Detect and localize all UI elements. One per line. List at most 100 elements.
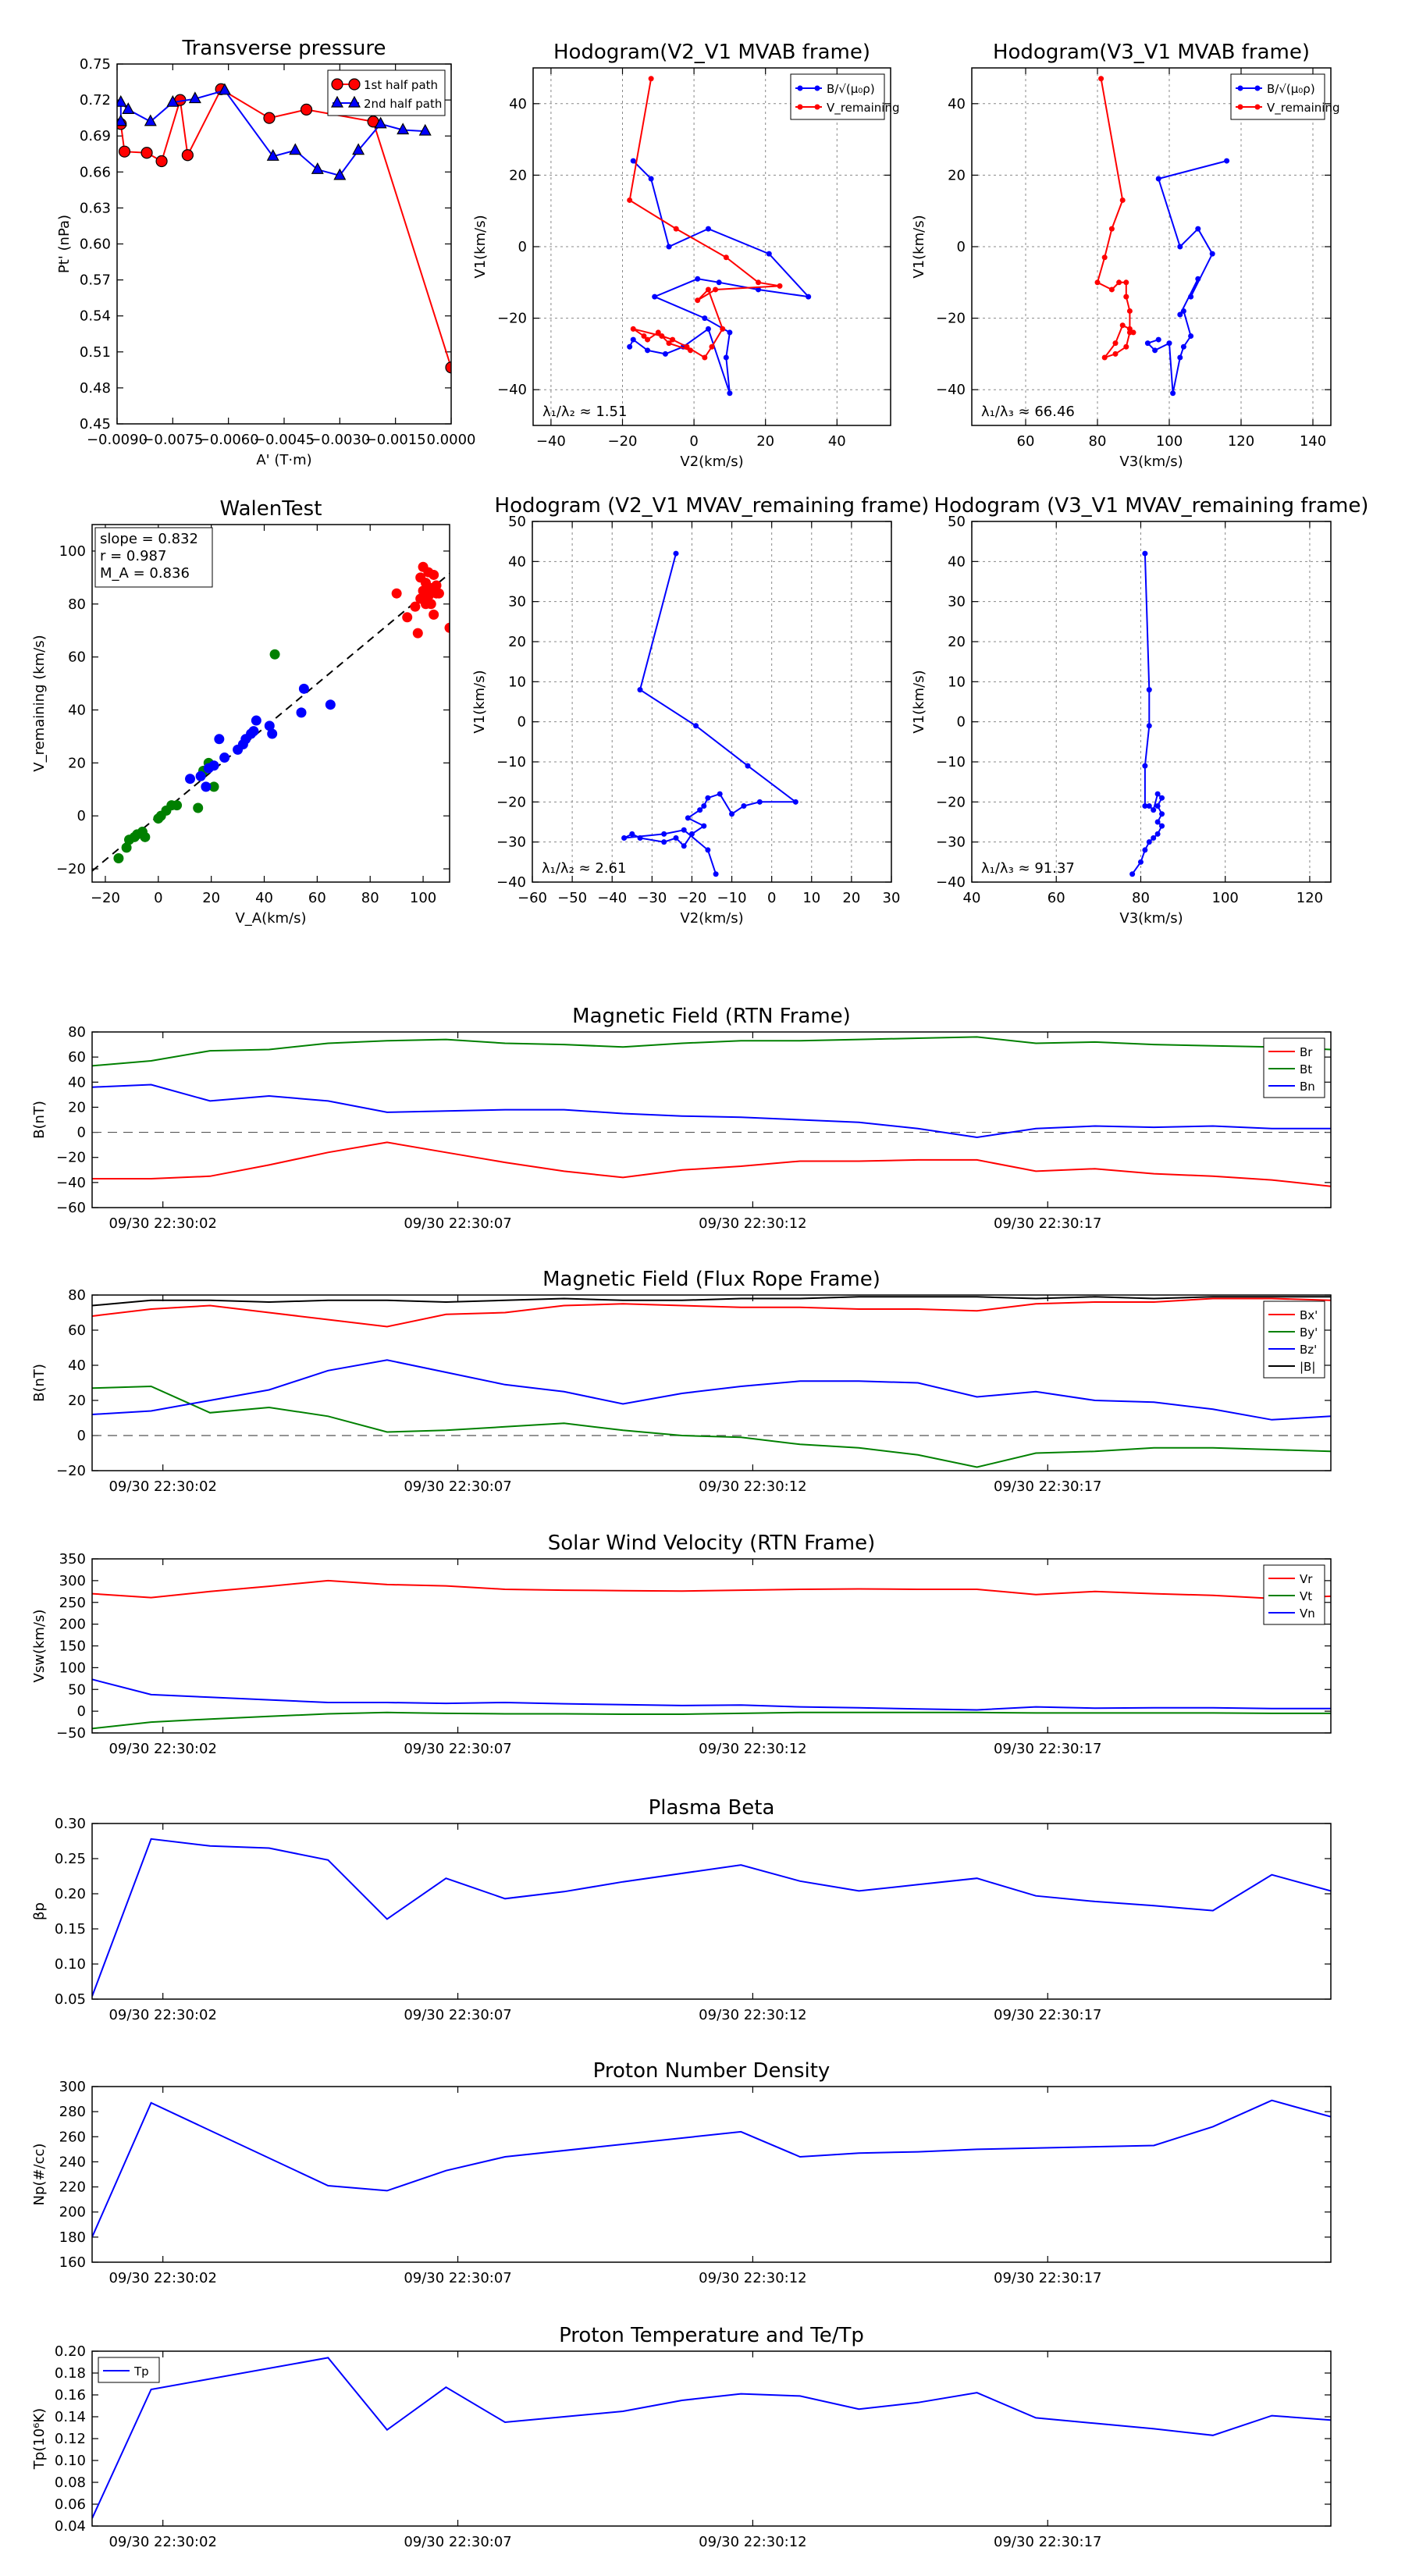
plot-frame — [971, 521, 1332, 883]
scatter-point — [140, 831, 151, 842]
data-point — [723, 354, 729, 361]
data-point — [661, 831, 667, 837]
data-point — [673, 835, 679, 841]
data-point — [716, 279, 722, 286]
series-line-B/√(μ₀ρ) — [628, 160, 811, 394]
data-point — [300, 103, 313, 116]
legend-label: V_remaining — [1267, 101, 1340, 116]
scatter-point — [429, 569, 439, 580]
chart-hodo_v3v1_mvab: Hodogram(V3_V1 MVAB frame) 60 80 100 120 140 −… — [911, 41, 1340, 470]
stats-box — [94, 527, 213, 588]
y-tick-label: 40 — [509, 96, 527, 112]
y-tick-label: −40 — [497, 382, 527, 398]
data-point — [1101, 254, 1108, 261]
y-tick-label: −20 — [496, 794, 526, 810]
y-tick-label: 0.54 — [80, 308, 111, 325]
x-tick-label: 100 — [410, 890, 436, 906]
legend-marker — [1254, 104, 1261, 110]
data-point — [745, 763, 751, 769]
y-tick-label: 60 — [68, 1049, 86, 1066]
x-tick-label: 09/30 22:30:02 — [108, 1215, 216, 1232]
data-point — [673, 226, 679, 232]
x-tick-label: 0 — [767, 890, 776, 906]
data-point — [756, 286, 762, 293]
scatter-point — [325, 699, 336, 710]
x-tick-label: 09/30 22:30:17 — [994, 1478, 1101, 1495]
x-tick-label: 09/30 22:30:07 — [404, 2270, 511, 2286]
y-tick-label: −20 — [56, 1463, 86, 1479]
y-tick-label: 20 — [948, 167, 966, 183]
chart-title: Magnetic Field (RTN Frame) — [572, 1005, 851, 1028]
data-point — [645, 347, 651, 354]
legend-label: Bx' — [1300, 1308, 1318, 1322]
chart-title: Hodogram(V2_V1 MVAB frame) — [553, 41, 870, 64]
plot-frame — [91, 2350, 1332, 2527]
y-tick-label: 0.51 — [80, 344, 111, 361]
y-tick-label: 260 — [59, 2129, 86, 2145]
y-tick-label: 0.06 — [55, 2496, 86, 2513]
y-tick-label: 0.15 — [55, 1921, 86, 1937]
series-line-V_remaining — [1096, 78, 1134, 359]
data-point — [397, 123, 410, 135]
x-tick-label: 140 — [1300, 433, 1326, 450]
data-point — [697, 807, 703, 813]
data-point — [1098, 76, 1104, 82]
y-tick-label: 300 — [59, 2079, 86, 2095]
data-point — [1177, 354, 1183, 361]
data-point — [311, 162, 324, 174]
y-axis-label: βp — [31, 1902, 48, 1920]
y-tick-label: 50 — [68, 1681, 86, 1698]
y-tick-label: 240 — [59, 2154, 86, 2170]
x-tick-label: −30 — [637, 890, 667, 906]
y-tick-label: 0.57 — [80, 272, 111, 289]
series-line-V_remaining — [624, 553, 799, 875]
x-axis-label: A' (T·m) — [256, 452, 311, 468]
data-point — [637, 687, 643, 693]
plot-area — [92, 561, 450, 872]
y-tick-label: 60 — [68, 649, 86, 666]
x-tick-label: 40 — [963, 890, 981, 906]
data-point — [1155, 176, 1161, 182]
y-tick-label: 40 — [948, 96, 966, 112]
data-point — [641, 333, 647, 339]
x-tick-label: 09/30 22:30:02 — [108, 1741, 216, 1757]
x-tick-label: 09/30 22:30:12 — [699, 2534, 806, 2550]
y-axis-label: B(nT) — [31, 1364, 48, 1402]
data-point — [1151, 807, 1157, 813]
legend-marker — [348, 78, 361, 91]
y-tick-label: 40 — [508, 553, 526, 570]
data-point — [705, 286, 711, 293]
plot-frame — [91, 524, 450, 883]
chart-hodo_v2v1_mvav: Hodogram (V2_V1 MVAV_remaining frame) −60… — [471, 494, 929, 927]
y-tick-label: 0.16 — [55, 2387, 86, 2403]
legend-marker — [797, 85, 803, 91]
scatter-point — [208, 781, 219, 792]
data-point — [1112, 340, 1119, 347]
x-tick-label: 09/30 22:30:07 — [404, 1741, 511, 1757]
y-tick-label: −20 — [936, 311, 966, 327]
y-axis-label: Pt' (nPa) — [56, 215, 73, 273]
data-point — [1123, 343, 1129, 350]
series-line-Br — [92, 1141, 1331, 1187]
y-tick-label: 0 — [518, 714, 526, 731]
plot-area — [92, 2099, 1331, 2238]
series-line-Vn — [92, 1678, 1331, 1711]
data-point — [713, 871, 719, 877]
x-tick-label: −10 — [717, 890, 747, 906]
data-point — [1170, 390, 1176, 397]
y-tick-label: 0.45 — [80, 416, 111, 432]
y-tick-label: −30 — [936, 834, 966, 851]
stats-line: r = 0.987 — [100, 548, 166, 564]
y-tick-label: 20 — [509, 167, 527, 183]
y-tick-label: 0.05 — [55, 1991, 86, 2008]
chart-title: Plasma Beta — [649, 1796, 775, 1820]
scatter-point — [402, 612, 413, 623]
x-tick-label: 09/30 22:30:17 — [994, 1741, 1101, 1757]
data-point — [627, 343, 633, 350]
scatter-point — [296, 707, 307, 718]
data-point — [661, 839, 667, 845]
y-tick-label: 20 — [68, 1099, 86, 1115]
scatter-point — [251, 715, 261, 726]
x-tick-label: 0 — [154, 890, 162, 906]
data-point — [648, 176, 654, 182]
